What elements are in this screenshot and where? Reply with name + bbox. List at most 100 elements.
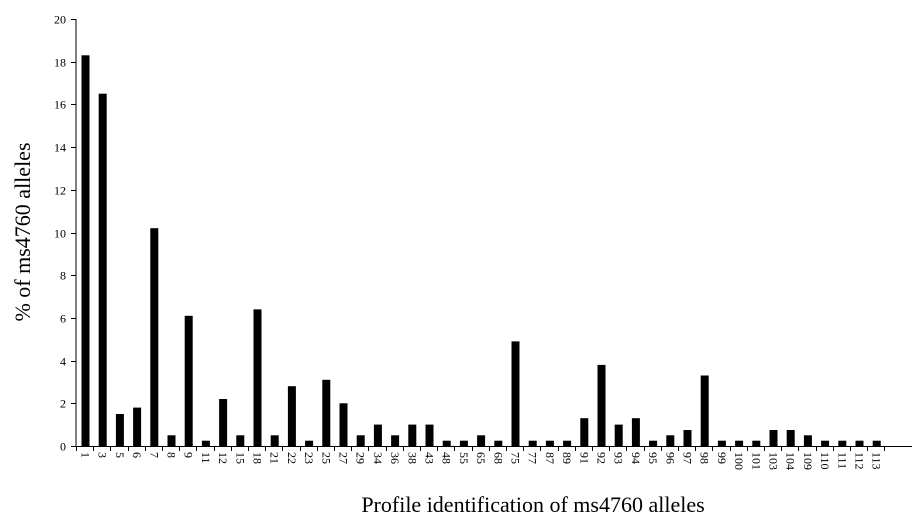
bar bbox=[649, 440, 658, 446]
x-tick-label: 6 bbox=[130, 452, 144, 458]
y-tick-label: 6 bbox=[60, 312, 66, 326]
y-tick-label: 4 bbox=[60, 355, 66, 369]
x-axis-title: Profile identification of ms4760 alleles bbox=[361, 492, 704, 517]
x-tick-label: 43 bbox=[423, 452, 437, 464]
x-tick-label: 104 bbox=[784, 452, 798, 470]
bar bbox=[614, 424, 623, 446]
x-tick-label: 75 bbox=[509, 452, 523, 464]
bar bbox=[133, 407, 142, 446]
bar bbox=[735, 440, 744, 446]
bar bbox=[821, 440, 830, 446]
x-tick-label: 112 bbox=[853, 452, 867, 470]
x-tick-label: 48 bbox=[440, 452, 454, 464]
bars bbox=[81, 55, 881, 447]
bar bbox=[752, 440, 761, 446]
x-tick-label: 77 bbox=[526, 452, 540, 464]
y-axis: 0 2 4 6 8 10 12 14 16 18 20 bbox=[54, 13, 77, 454]
x-tick-label: 109 bbox=[801, 452, 815, 470]
bar bbox=[150, 228, 159, 446]
x-tick-label: 97 bbox=[681, 452, 695, 464]
x-tick-label: 100 bbox=[732, 452, 746, 470]
x-tick-label: 7 bbox=[147, 452, 161, 458]
bar bbox=[287, 386, 296, 446]
bar bbox=[803, 435, 812, 446]
x-tick-label: 99 bbox=[715, 452, 729, 464]
bar bbox=[201, 440, 210, 446]
bar bbox=[459, 440, 468, 446]
y-tick-label: 2 bbox=[60, 397, 66, 411]
bar bbox=[425, 424, 434, 446]
bar bbox=[838, 440, 847, 446]
x-tick-label: 25 bbox=[319, 452, 333, 464]
bar bbox=[219, 399, 228, 446]
x-tick-label: 95 bbox=[646, 452, 660, 464]
x-tick-label: 98 bbox=[698, 452, 712, 464]
x-tick-label: 93 bbox=[612, 452, 626, 464]
y-tick-label: 18 bbox=[54, 56, 66, 70]
x-tick-label: 38 bbox=[405, 452, 419, 464]
x-tick-label: 22 bbox=[285, 452, 299, 464]
x-tick-label: 12 bbox=[216, 452, 230, 464]
x-tick-label: 18 bbox=[251, 452, 265, 464]
x-tick-label: 3 bbox=[96, 452, 110, 458]
bar bbox=[700, 375, 709, 446]
bar bbox=[373, 424, 382, 446]
x-tick-label: 68 bbox=[491, 452, 505, 464]
y-tick-label: 14 bbox=[54, 141, 66, 155]
bar bbox=[683, 430, 692, 446]
y-tick-label: 0 bbox=[60, 440, 66, 454]
bar bbox=[597, 364, 606, 446]
y-tick-label: 20 bbox=[54, 13, 66, 27]
bar bbox=[494, 440, 503, 446]
x-tick-label: 94 bbox=[629, 452, 643, 464]
x-tick-label: 89 bbox=[560, 452, 574, 464]
x-tick-label: 27 bbox=[337, 452, 351, 464]
bar bbox=[184, 315, 193, 446]
bar bbox=[81, 55, 90, 447]
bar bbox=[442, 440, 451, 446]
bar bbox=[408, 424, 417, 446]
bar bbox=[356, 435, 365, 446]
x-tick-label: 34 bbox=[371, 452, 385, 464]
bar bbox=[391, 435, 400, 446]
bar bbox=[545, 440, 554, 446]
x-tick-label: 87 bbox=[543, 452, 557, 464]
bar bbox=[236, 435, 245, 446]
bar bbox=[270, 435, 279, 446]
y-tick-label: 16 bbox=[54, 98, 66, 112]
x-tick-label: 92 bbox=[595, 452, 609, 464]
bar bbox=[528, 440, 537, 446]
x-tick-label: 15 bbox=[233, 452, 247, 464]
bar bbox=[305, 440, 314, 446]
x-tick-label: 8 bbox=[165, 452, 179, 458]
y-tick-label: 12 bbox=[54, 184, 66, 198]
bar bbox=[98, 93, 107, 446]
x-tick-label: 9 bbox=[182, 452, 196, 458]
bar bbox=[322, 379, 331, 446]
x-tick-label: 1 bbox=[79, 452, 93, 458]
bar bbox=[769, 430, 778, 446]
x-tick-label: 55 bbox=[457, 452, 471, 464]
bar bbox=[563, 440, 572, 446]
bar bbox=[666, 435, 675, 446]
x-tick-label: 103 bbox=[767, 452, 781, 470]
x-axis: 1 3 5 6 7 8 9 11 12 15 18 21 22 23 25 27 29 34 36 38 43 48 55 6… bbox=[76, 446, 912, 470]
bar bbox=[167, 435, 176, 446]
bar bbox=[580, 418, 589, 446]
x-tick-label: 96 bbox=[663, 452, 677, 464]
bar bbox=[872, 440, 881, 446]
x-tick-label: 36 bbox=[388, 452, 402, 464]
x-tick-label: 23 bbox=[302, 452, 316, 464]
x-tick-label: 11 bbox=[199, 452, 213, 464]
x-tick-label: 110 bbox=[818, 452, 832, 470]
x-tick-label: 101 bbox=[749, 452, 763, 470]
y-tick-label: 8 bbox=[60, 269, 66, 283]
x-tick-label: 113 bbox=[870, 452, 884, 470]
bar bbox=[511, 341, 520, 446]
x-tick-label: 21 bbox=[268, 452, 282, 464]
bar bbox=[115, 414, 124, 446]
bar bbox=[631, 418, 640, 446]
x-tick-label: 29 bbox=[354, 452, 368, 464]
